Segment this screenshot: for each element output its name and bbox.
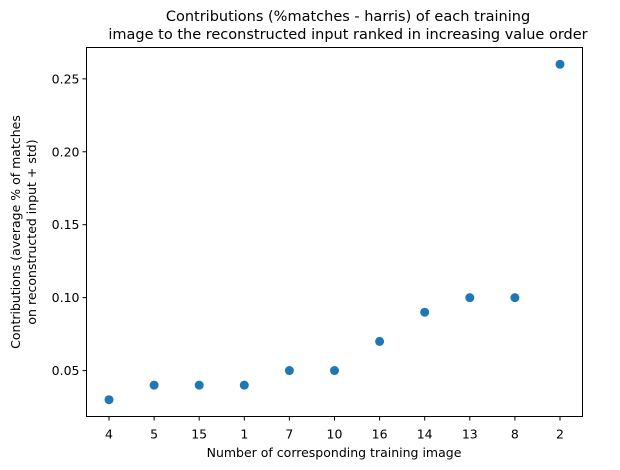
plot-frame [86,47,583,417]
x-tick-label: 16 [372,427,388,442]
x-tick-label: 4 [105,427,113,442]
data-point [149,380,159,390]
data-point [465,293,475,303]
data-point [284,366,294,376]
data-point [104,395,114,405]
data-point [239,380,249,390]
y-axis: 0.05 0.10 0.15 0.20 0.25 [52,71,87,378]
y-tick-label: 0.20 [52,144,80,159]
x-tick-label: 5 [150,427,158,442]
x-tick-label: 15 [191,427,207,442]
x-axis: 4 5 15 1 7 10 16 14 13 8 2 [105,416,564,442]
x-tick-label: 1 [240,427,248,442]
y-axis-label-line-2: on reconstructed input + std) [24,139,39,324]
chart-title-line-1: Contributions (%matches - harris) of eac… [166,9,530,25]
data-point [330,366,339,376]
x-tick-label: 2 [556,427,564,442]
data-point [375,336,385,346]
chart-title-line-2: image to the reconstructed input ranked … [108,27,587,43]
y-tick-label: 0.05 [52,363,80,378]
data-point [194,380,204,390]
x-tick-label: 14 [417,427,433,442]
x-axis-label: Number of corresponding training image [207,445,462,460]
x-tick-label: 7 [285,427,293,442]
y-axis-label-line-1: Contributions (average % of matches [8,115,23,349]
x-tick-label: 13 [462,427,478,442]
data-point [555,59,565,69]
x-tick-label: 8 [511,427,519,442]
data-point [510,293,520,303]
data-point [420,307,430,317]
x-tick-label: 10 [327,427,343,442]
y-tick-label: 0.15 [52,217,80,232]
y-tick-label: 0.10 [52,290,80,305]
data-points [104,59,565,405]
y-tick-label: 0.25 [52,71,80,86]
